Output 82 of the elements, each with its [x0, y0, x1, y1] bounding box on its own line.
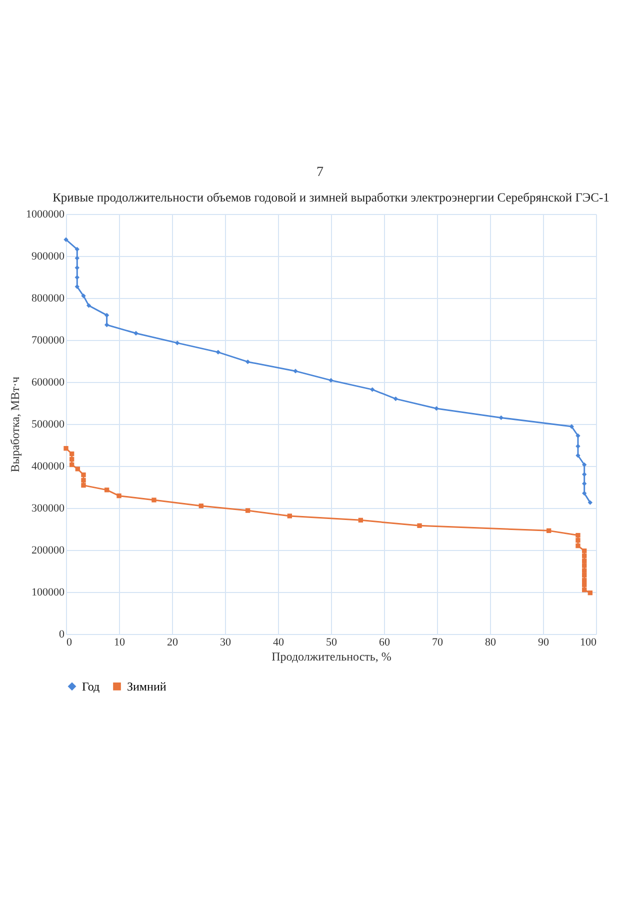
y-tick-label: 0	[59, 628, 65, 640]
text: 7	[316, 164, 324, 182]
y-tick-label: 600000	[32, 376, 65, 388]
point	[104, 488, 110, 492]
point	[74, 246, 80, 252]
x-tick-label: 80	[485, 636, 496, 648]
point	[358, 518, 364, 523]
point	[576, 532, 580, 538]
x-tick-label: 0	[66, 636, 72, 648]
x-tick-label: 100	[580, 636, 597, 648]
point	[74, 275, 80, 280]
point	[417, 523, 422, 528]
point	[582, 568, 587, 573]
x-tick-label: 10	[114, 636, 126, 648]
point	[104, 322, 110, 328]
point	[434, 406, 439, 411]
point	[74, 256, 80, 260]
y-tick-label: 400000	[32, 460, 65, 472]
x-tick-label: 30	[220, 636, 232, 648]
point	[174, 340, 180, 346]
point	[74, 284, 80, 290]
point	[198, 504, 204, 508]
x-tick-label: 90	[538, 636, 550, 648]
point	[393, 396, 398, 402]
point	[582, 554, 587, 558]
point	[64, 446, 68, 451]
point	[582, 481, 587, 486]
point	[582, 548, 587, 554]
point	[328, 378, 334, 383]
point	[216, 350, 220, 355]
point	[116, 493, 122, 498]
y-tick-label: 500000	[32, 418, 65, 430]
point	[582, 578, 587, 583]
point	[576, 453, 580, 458]
point	[546, 528, 552, 534]
point	[293, 368, 298, 374]
point	[582, 472, 587, 477]
y-tick-label: 1000000	[26, 208, 65, 220]
point	[81, 472, 86, 478]
x-axis-title: Продолжительность, %	[272, 650, 392, 664]
point	[582, 572, 587, 578]
point	[245, 359, 250, 364]
point	[287, 514, 292, 518]
y-axis-title: Выработка, МВт·ч	[8, 376, 22, 472]
point	[81, 478, 86, 483]
point	[582, 588, 587, 592]
y-tick-label: 200000	[32, 544, 65, 556]
y-tick-label: 700000	[32, 334, 65, 346]
point	[69, 462, 74, 468]
legend-label: Год	[82, 679, 100, 694]
point	[152, 498, 156, 502]
x-tick-label: 60	[379, 636, 390, 648]
point	[81, 294, 86, 298]
x-tick-label: 40	[273, 636, 284, 648]
point	[81, 482, 86, 488]
x-tick-label: 50	[326, 636, 338, 648]
y-tick-label: 800000	[32, 292, 65, 304]
chart-title: Кривые продолжительности объемов годовой и зимней выработки электроэнергии Серебрянской ГЭС-1	[52, 190, 610, 204]
point	[576, 543, 580, 548]
y-tick-label: 100000	[32, 586, 65, 598]
point	[69, 451, 74, 456]
point	[576, 538, 580, 543]
point	[86, 303, 92, 308]
point	[569, 424, 574, 429]
y-tick-label: 900000	[32, 250, 65, 262]
legend-label: Зимний	[127, 679, 167, 694]
point	[370, 387, 375, 392]
point	[134, 330, 138, 336]
x-tick-label: 70	[432, 636, 444, 648]
point	[64, 237, 68, 242]
point	[74, 265, 80, 270]
point	[588, 500, 593, 505]
point	[588, 590, 593, 596]
point	[75, 466, 80, 472]
y-tick-label: 300000	[32, 502, 65, 514]
point	[498, 415, 504, 420]
point	[582, 582, 587, 588]
x-tick-label: 20	[167, 636, 178, 648]
point	[245, 508, 250, 513]
point	[582, 558, 587, 564]
point	[69, 456, 74, 462]
point	[582, 563, 587, 568]
